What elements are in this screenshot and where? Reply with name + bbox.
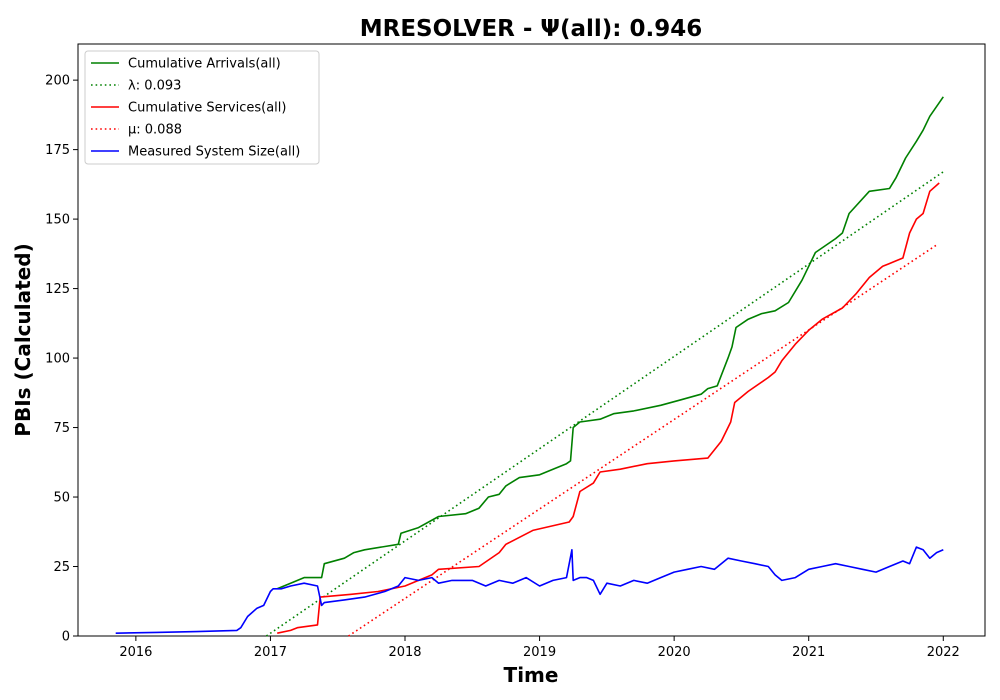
y-tick-label: 125 — [45, 282, 70, 297]
x-tick-label: 2019 — [523, 645, 556, 660]
legend-label-2: Cumulative Services(all) — [128, 101, 286, 116]
legend-box — [84, 50, 320, 165]
x-tick-label: 2021 — [792, 645, 825, 660]
legend-label-4: Measured System Size(all) — [128, 145, 300, 160]
y-axis-title: PBIs (Calculated) — [11, 243, 35, 436]
series-line-2 — [277, 182, 940, 634]
x-tick-label: 2020 — [658, 645, 691, 660]
chart-title: MRESOLVER - Ψ(all): 0.946 — [360, 16, 703, 42]
legend-label-3: μ: 0.088 — [128, 123, 182, 138]
y-tick-label: 100 — [45, 352, 70, 367]
y-tick-label: 200 — [45, 74, 70, 89]
series-line-1 — [265, 171, 944, 637]
x-axis-title: Time — [504, 663, 559, 687]
x-tick-label: 2016 — [119, 645, 152, 660]
y-tick-label: 175 — [45, 143, 70, 158]
y-tick-label: 0 — [62, 630, 70, 645]
x-tick-label: 2018 — [388, 645, 421, 660]
series-line-3 — [348, 243, 939, 637]
x-tick-label: 2017 — [254, 645, 287, 660]
y-tick-label: 25 — [53, 560, 70, 575]
legend-label-1: λ: 0.093 — [128, 79, 181, 94]
y-axis: 0 25 50 75 100 125 150 175 200 — [45, 74, 78, 645]
y-tick-label: 50 — [53, 491, 70, 506]
legend-label-0: Cumulative Arrivals(all) — [128, 57, 281, 72]
x-tick-label: 2022 — [927, 645, 960, 660]
series-line-4 — [115, 546, 944, 634]
legend: Cumulative Arrivals(all) λ: 0.093 Cumulati… — [84, 50, 320, 165]
y-tick-label: 150 — [45, 213, 70, 228]
series-layer — [115, 96, 944, 637]
series-line-0 — [276, 96, 944, 590]
y-tick-label: 75 — [53, 421, 70, 436]
x-axis: 2016 2017 2018 2019 2020 2021 2022 — [119, 636, 960, 660]
